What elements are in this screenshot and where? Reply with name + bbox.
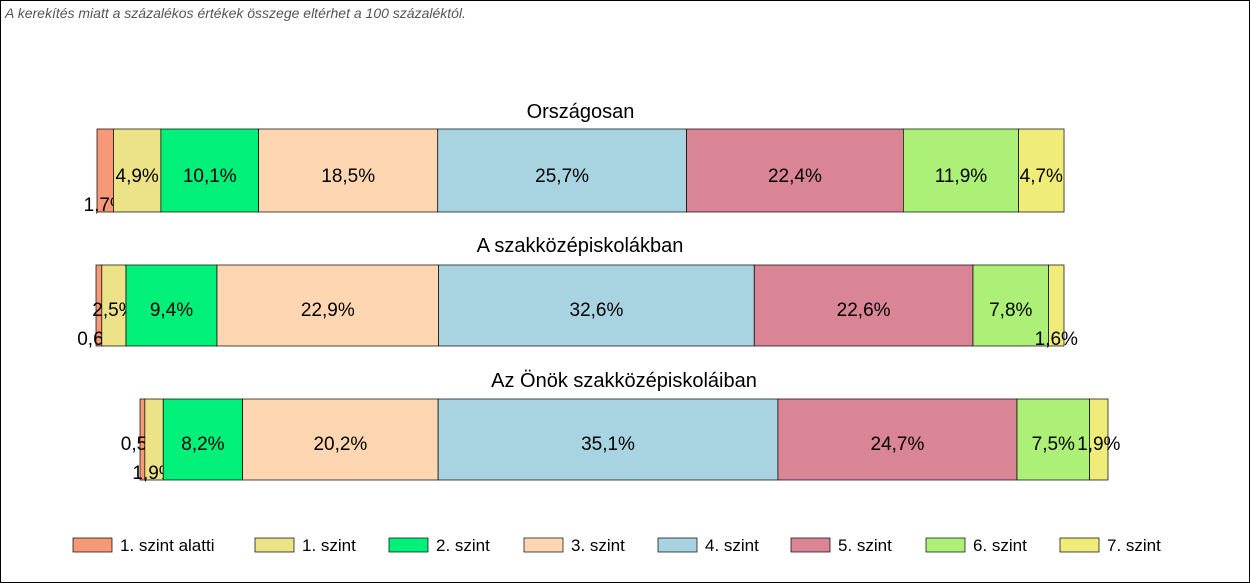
legend-item-2-szint: 2. szint bbox=[388, 536, 490, 555]
segment-3-szint bbox=[216, 264, 440, 347]
data-label: 24,7% bbox=[871, 434, 925, 455]
data-label: 2,5% bbox=[92, 300, 135, 321]
legend-label: 7. szint bbox=[1107, 536, 1161, 555]
segment-5-szint bbox=[753, 264, 974, 347]
data-label: 7,5% bbox=[1032, 434, 1075, 455]
legend-item-7-szint: 7. szint bbox=[1059, 536, 1161, 555]
legend-label: 4. szint bbox=[705, 536, 759, 555]
legend-swatch bbox=[925, 537, 966, 553]
segment-4-szint bbox=[438, 264, 755, 347]
legend-item-1-szint-alatti: 1. szint alatti bbox=[72, 536, 215, 555]
data-label: 22,6% bbox=[837, 300, 891, 321]
legend-label: 5. szint bbox=[838, 536, 892, 555]
data-label: 20,2% bbox=[313, 434, 367, 455]
data-label: 8,2% bbox=[181, 434, 224, 455]
segment-5-szint bbox=[777, 398, 1018, 481]
segment-2-szint bbox=[162, 398, 243, 481]
data-label: 11,9% bbox=[935, 166, 988, 187]
data-label: 35,1% bbox=[581, 434, 635, 455]
legend-item-6-szint: 6. szint bbox=[925, 536, 1027, 555]
segment-6-szint bbox=[902, 128, 1019, 213]
data-label: 7,8% bbox=[989, 300, 1032, 321]
legend-item-5-szint: 5. szint bbox=[790, 536, 892, 555]
legend-swatch bbox=[657, 537, 698, 553]
segment-7-szint bbox=[1089, 398, 1109, 481]
data-label: 9,4% bbox=[150, 300, 193, 321]
segment-3-szint bbox=[242, 398, 439, 481]
legend-item-4-szint: 4. szint bbox=[657, 536, 759, 555]
legend-label: 1. szint alatti bbox=[120, 536, 215, 555]
segment-7-szint bbox=[1018, 128, 1065, 213]
legend-item-1-szint: 1. szint bbox=[254, 536, 356, 555]
legend-swatch bbox=[523, 537, 564, 553]
data-label: 10,1% bbox=[183, 166, 237, 187]
segment-6-szint bbox=[1016, 398, 1090, 481]
segment-2-szint bbox=[160, 128, 260, 213]
segment-5-szint bbox=[686, 128, 904, 213]
data-label: 32,6% bbox=[570, 300, 624, 321]
legend-label: 3. szint bbox=[571, 536, 625, 555]
bar-title: Országosan bbox=[527, 101, 635, 123]
legend-swatch bbox=[72, 537, 113, 553]
legend-label: 2. szint bbox=[436, 536, 490, 555]
legend-label: 1. szint bbox=[302, 536, 356, 555]
data-label: 25,7% bbox=[535, 166, 589, 187]
data-label: 1,6% bbox=[1035, 329, 1078, 350]
bar-title: A szakközépiskolákban bbox=[477, 235, 684, 257]
segment-1-szint bbox=[113, 128, 162, 213]
segment-3-szint bbox=[258, 128, 439, 213]
data-label: 18,5% bbox=[321, 166, 375, 187]
segment-7-szint bbox=[1048, 264, 1065, 347]
legend-swatch bbox=[790, 537, 831, 553]
segment-6-szint bbox=[972, 264, 1049, 347]
legend-label: 6. szint bbox=[973, 536, 1027, 555]
rounding-note: A kerekítés miatt a százalékos értékek ö… bbox=[5, 5, 466, 21]
data-label: 4,9% bbox=[116, 166, 159, 187]
data-label: 22,9% bbox=[301, 300, 355, 321]
bar-title: Az Önök szakközépiskoláiban bbox=[491, 370, 757, 392]
legend-swatch bbox=[254, 537, 295, 553]
segment-2-szint bbox=[125, 264, 218, 347]
legend-item-3-szint: 3. szint bbox=[523, 536, 625, 555]
data-label: 4,7% bbox=[1020, 166, 1063, 187]
segment-1-szint bbox=[101, 264, 127, 347]
legend: 1. szint alatti 1. szint 2. szint 3. szint 4… bbox=[72, 536, 1161, 555]
legend-swatch bbox=[1059, 537, 1100, 553]
data-label: 22,4% bbox=[768, 166, 822, 187]
data-label: 1,9% bbox=[1077, 434, 1120, 455]
segment-4-szint bbox=[437, 398, 779, 481]
legend-swatch bbox=[388, 537, 429, 553]
